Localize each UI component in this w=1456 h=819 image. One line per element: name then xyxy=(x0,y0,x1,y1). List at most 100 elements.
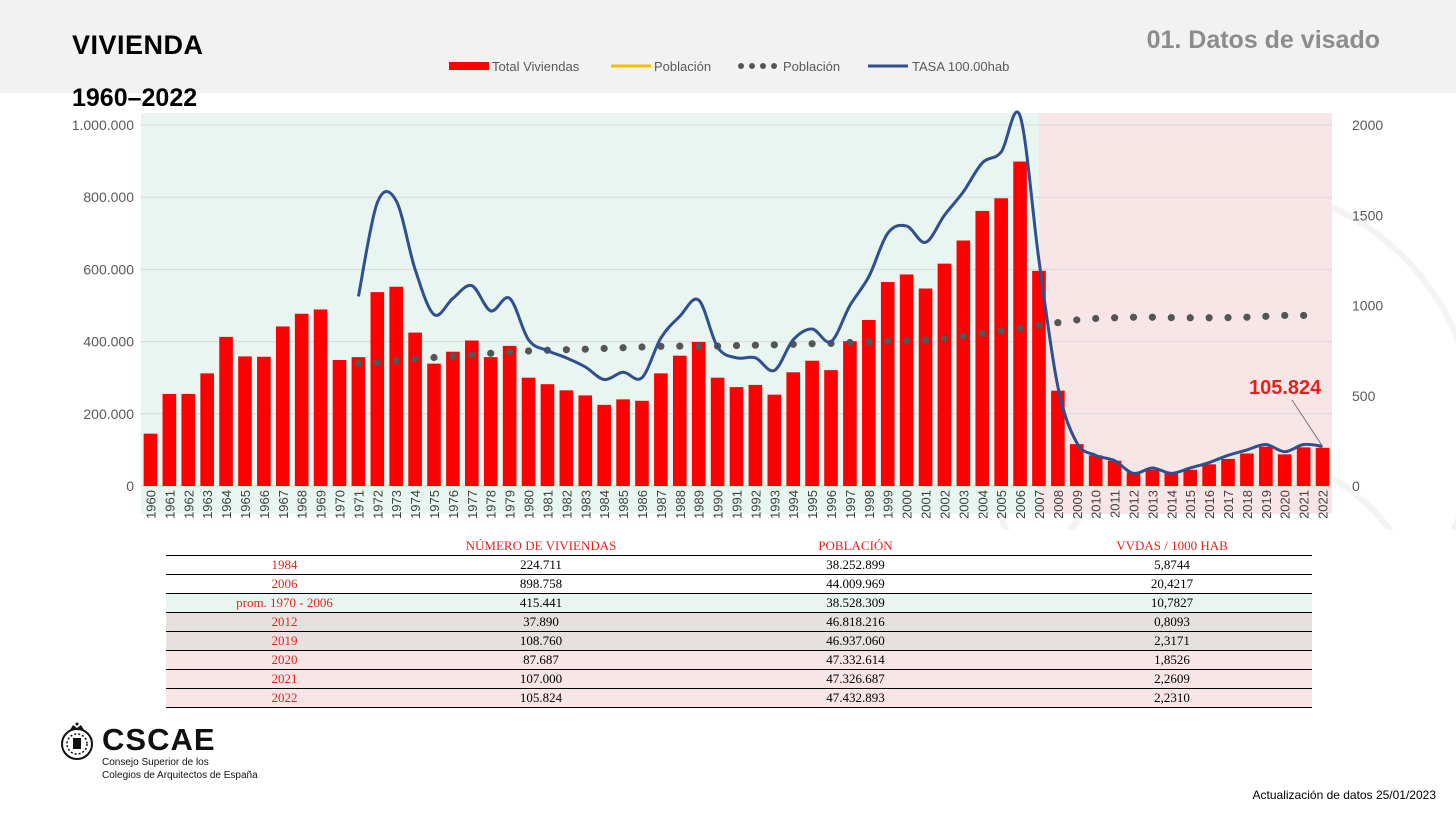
bar xyxy=(559,390,574,486)
bar xyxy=(483,357,498,486)
bar xyxy=(427,363,441,486)
table-cell: 224.711 xyxy=(403,555,679,575)
x-tick-label: 1960 xyxy=(143,490,158,519)
x-tick-label: 1977 xyxy=(465,490,480,519)
legend-swatch-viviendas xyxy=(449,62,489,70)
x-tick-label: 2019 xyxy=(1259,490,1274,519)
legend-label: Población xyxy=(654,59,711,74)
bar xyxy=(767,394,782,486)
population-dot xyxy=(1224,313,1232,322)
bar xyxy=(370,292,385,486)
bar xyxy=(1126,472,1141,486)
population-dot xyxy=(430,353,438,362)
table-cell-year: prom. 1970 - 2006 xyxy=(166,593,403,613)
table-row: 2006 898.758 44.009.969 20,4217 xyxy=(166,574,1312,594)
bar xyxy=(143,433,158,486)
legend-swatch-poblacion-dot xyxy=(771,63,777,69)
legend-label: TASA 100.00hab xyxy=(912,59,1009,74)
bar xyxy=(956,240,971,486)
bar xyxy=(937,263,952,486)
x-tick-label: 2002 xyxy=(937,490,952,519)
table-cell: 10,7827 xyxy=(1032,593,1312,613)
population-dot xyxy=(1016,324,1024,332)
table-cell-year: 2006 xyxy=(166,574,403,594)
population-dot xyxy=(676,342,684,350)
x-tick-label: 2004 xyxy=(975,490,990,519)
bar xyxy=(1183,469,1198,486)
population-dot xyxy=(392,356,400,365)
annotation-label: 105.824 xyxy=(1249,377,1322,399)
population-dot xyxy=(695,342,703,350)
population-dot xyxy=(449,352,457,360)
bar xyxy=(616,399,630,486)
population-dot xyxy=(468,350,476,359)
table-cell-year: 2022 xyxy=(166,688,403,708)
header-band xyxy=(0,0,1456,93)
x-tick-label: 2008 xyxy=(1051,490,1066,519)
bar xyxy=(1107,460,1122,486)
x-tick-label: 1989 xyxy=(692,490,707,519)
x-tick-label: 2001 xyxy=(919,490,934,519)
x-tick-label: 2010 xyxy=(1089,490,1104,519)
bar xyxy=(918,288,933,486)
x-tick-label: 1976 xyxy=(446,490,461,519)
x-tick-label: 2005 xyxy=(994,490,1009,519)
x-tick-label: 1998 xyxy=(862,490,877,519)
population-dot xyxy=(1186,314,1194,322)
bar xyxy=(257,356,271,486)
y-tick-label: 0 xyxy=(126,478,134,494)
table-cell: 46.937.060 xyxy=(679,631,1032,651)
legend-label: Total Viviendas xyxy=(492,59,580,74)
x-tick-label: 1987 xyxy=(654,490,669,519)
population-dot xyxy=(846,338,854,347)
table-row: 2022 105.824 47.432.893 2,2310 xyxy=(166,688,1312,708)
table-cell: 1,8526 xyxy=(1032,650,1312,670)
legend-swatch-poblacion-dot xyxy=(760,63,766,69)
bar xyxy=(181,393,196,486)
table-cell: 898.758 xyxy=(403,574,679,594)
table-cell: 38.528.309 xyxy=(679,593,1032,613)
x-tick-label: 1965 xyxy=(238,490,253,519)
x-tick-label: 1979 xyxy=(503,490,518,519)
x-tick-label: 1971 xyxy=(351,490,366,519)
table-cell-year: 2021 xyxy=(166,669,403,689)
bar xyxy=(729,387,744,486)
y2-tick-label: 500 xyxy=(1352,388,1376,404)
x-tick-label: 1982 xyxy=(559,490,574,519)
x-tick-label: 1988 xyxy=(673,490,688,519)
bar xyxy=(389,286,404,486)
table-header xyxy=(166,536,403,556)
population-dot xyxy=(865,338,873,346)
axes: 1.000.000 800.000 600.000 400.000 200.000 0 20… xyxy=(72,117,1384,519)
x-tick-label: 1992 xyxy=(748,490,763,519)
table-cell: 2,3171 xyxy=(1032,631,1312,651)
table-cell: 108.760 xyxy=(403,631,679,651)
bar xyxy=(748,384,763,486)
table-cell: 47.432.893 xyxy=(679,688,1032,708)
table-cell-year: 2019 xyxy=(166,631,403,651)
bar xyxy=(219,336,233,486)
population-dot xyxy=(1073,316,1081,324)
bar xyxy=(862,319,876,486)
bar xyxy=(1259,446,1273,486)
population-dot xyxy=(1205,314,1213,322)
table-row: 2021 107.000 47.326.687 2,2609 xyxy=(166,669,1312,689)
x-tick-label: 2003 xyxy=(956,490,971,519)
population-dot xyxy=(1281,311,1289,320)
x-tick-label: 1994 xyxy=(786,490,801,519)
x-tick-label: 2013 xyxy=(1145,490,1160,519)
bar xyxy=(351,357,366,486)
bar xyxy=(975,210,990,486)
x-tick-label: 2022 xyxy=(1316,490,1331,519)
bar xyxy=(880,282,895,486)
x-tick-label: 1963 xyxy=(200,490,215,519)
x-tick-label: 1961 xyxy=(162,490,177,519)
bar xyxy=(578,395,593,486)
population-dot xyxy=(619,344,627,352)
population-dot xyxy=(524,347,533,355)
y-tick-label: 600.000 xyxy=(83,261,134,277)
population-dot xyxy=(1054,319,1062,327)
x-tick-label: 2014 xyxy=(1164,490,1179,519)
x-tick-label: 1997 xyxy=(843,490,858,519)
x-tick-label: 1981 xyxy=(540,490,555,519)
